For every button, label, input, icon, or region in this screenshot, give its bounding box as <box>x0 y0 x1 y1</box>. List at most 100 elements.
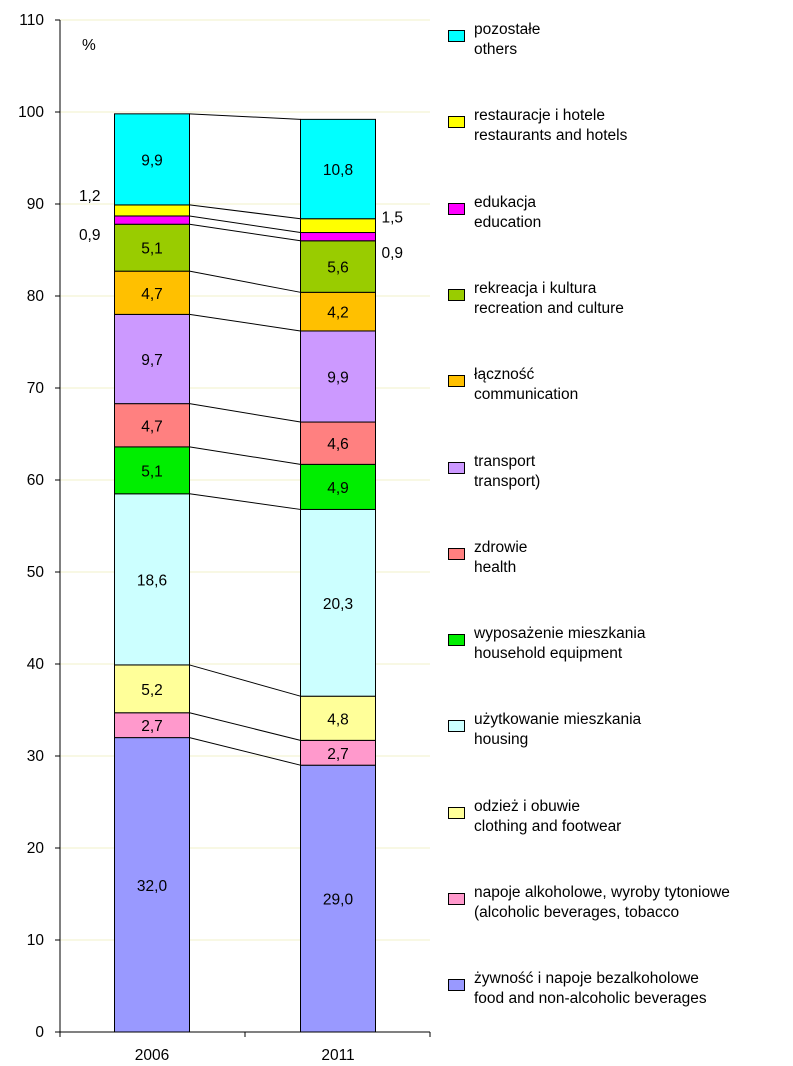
series-connector <box>189 712 301 741</box>
series-connector <box>189 223 301 242</box>
y-tick-label: 60 <box>27 472 45 489</box>
legend-label: żywność i napoje bezalkoholowe food and n… <box>474 969 707 1009</box>
y-tick-label: 100 <box>18 104 44 121</box>
data-label: 4,7 <box>141 286 163 303</box>
y-tick-label: 110 <box>19 12 44 29</box>
data-label: 5,1 <box>141 463 163 480</box>
legend-item: żywność i napoje bezalkoholowe food and n… <box>448 969 788 1029</box>
legend-label-pl: żywność i napoje bezalkoholowe <box>474 970 699 988</box>
legend-label-pl: odzież i obuwie <box>474 797 580 815</box>
legend-label: rekreacja i kultura recreation and cultur… <box>474 279 624 319</box>
legend-label-en: others <box>474 41 518 58</box>
legend-label-en: recreation and culture <box>474 299 624 317</box>
legend-swatch <box>448 375 465 388</box>
legend-label-pl: wyposażenie mieszkania <box>474 625 646 643</box>
y-tick-label: 70 <box>27 380 45 397</box>
legend-label-en: food and non-alcoholic beverages <box>474 990 707 1008</box>
series-connector <box>189 270 301 293</box>
legend-swatch <box>448 634 465 647</box>
legend-label-pl: restauracje i hotele <box>474 107 605 125</box>
legend-swatch <box>448 893 465 905</box>
bar-segment <box>114 113 190 206</box>
bar-segment <box>300 463 376 510</box>
series-connector <box>189 664 301 697</box>
data-label: 18,6 <box>137 572 167 589</box>
legend-item: zdrowie health <box>448 538 788 598</box>
legend-label-en: transport) <box>474 472 541 490</box>
legend-label: łączność communication <box>474 365 578 405</box>
legend-label-pl: pozostałe <box>474 21 541 38</box>
bar-segment <box>114 493 190 666</box>
data-label: 2,7 <box>141 718 163 735</box>
legend-swatch <box>448 547 465 560</box>
data-label: 4,7 <box>141 418 163 435</box>
data-label: 5,6 <box>327 260 349 277</box>
data-label: 10,8 <box>323 162 353 179</box>
bar-segment <box>300 232 376 242</box>
legend-swatch <box>448 720 465 733</box>
bar-segment <box>114 223 190 272</box>
legend-label: napoje alkoholowe, wyroby tytoniowe (alco… <box>474 883 730 923</box>
series-connector <box>189 313 301 332</box>
data-label: 0,9 <box>79 227 101 244</box>
legend-item: użytkowanie mieszkania housing <box>448 710 788 770</box>
legend-item: odzież i obuwie clothing and footwear <box>448 797 788 857</box>
legend-label: zdrowie health <box>474 538 527 578</box>
series-connector <box>189 737 301 766</box>
legend-swatch <box>448 461 465 474</box>
bar-segment <box>300 118 376 220</box>
legend-label-en: clothing and footwear <box>474 817 622 835</box>
legend-swatch <box>448 806 465 819</box>
y-tick-label: 0 <box>35 1024 44 1041</box>
bar-segment <box>300 764 376 1033</box>
legend-label: edukacja education <box>474 193 541 233</box>
series-connector <box>189 493 301 510</box>
data-label: 5,1 <box>141 241 163 258</box>
legend-label-en: (alcoholic beverages, tobacco <box>474 904 680 921</box>
bar-segment <box>114 215 190 225</box>
data-label: 4,2 <box>327 305 349 322</box>
data-label: 32,0 <box>137 878 168 895</box>
legend-swatch <box>448 30 465 42</box>
legend-label-pl: napoje alkoholowe, wyroby tytoniowe <box>474 884 730 901</box>
legend-label-pl: użytkowanie mieszkania <box>474 711 642 729</box>
data-label: 2,7 <box>327 746 349 763</box>
bar-segment <box>114 712 190 739</box>
data-label: 4,9 <box>327 480 349 497</box>
legend-item: napoje alkoholowe, wyroby tytoniowe (alco… <box>448 883 788 943</box>
series-connector <box>189 446 301 465</box>
legend-label-en: communication <box>474 386 579 404</box>
bar-segment <box>114 204 190 217</box>
bar-segment <box>300 508 376 697</box>
legend-swatch <box>448 202 465 215</box>
data-labels: 32,0 29,0 2,7 2,7 5,2 4,8 18,6 20,3 5,1 4,9 4,7 4,6… <box>79 152 403 908</box>
y-tick-label: 80 <box>27 288 45 305</box>
series-connector <box>189 403 301 423</box>
bar-segment <box>114 313 190 405</box>
unit-label: % <box>82 37 96 54</box>
x-tick-label: 2006 <box>135 1047 169 1064</box>
legend-item: transport transport) <box>448 452 788 512</box>
bar-segment <box>114 737 190 1033</box>
legend-item: łączność communication <box>448 365 788 425</box>
legend-label: restauracje i hotele restaurants and hote… <box>474 106 627 146</box>
legend-label-pl: rekreacja i kultura <box>474 279 597 297</box>
series-connectors <box>189 113 301 766</box>
series-connector <box>189 204 301 220</box>
legend-item: pozostałe others <box>448 20 788 80</box>
legend-swatch <box>448 979 465 992</box>
data-label: 9,7 <box>141 352 163 369</box>
legend-label-en: health <box>474 558 517 576</box>
data-label: 1,5 <box>382 210 404 227</box>
legend-label-en: household equipment <box>474 645 623 663</box>
legend-label-pl: zdrowie <box>474 538 528 556</box>
legend-label: transport transport) <box>474 452 540 492</box>
data-label: 5,2 <box>141 682 163 699</box>
y-tick-label: 90 <box>27 196 45 213</box>
legend-label: wyposażenie mieszkania household equipmen… <box>474 624 645 664</box>
y-tick-label: 10 <box>27 932 45 949</box>
legend-item: rekreacja i kultura recreation and cultur… <box>448 279 788 339</box>
legend-label-en: housing <box>474 731 529 749</box>
bar-segment <box>300 218 376 234</box>
